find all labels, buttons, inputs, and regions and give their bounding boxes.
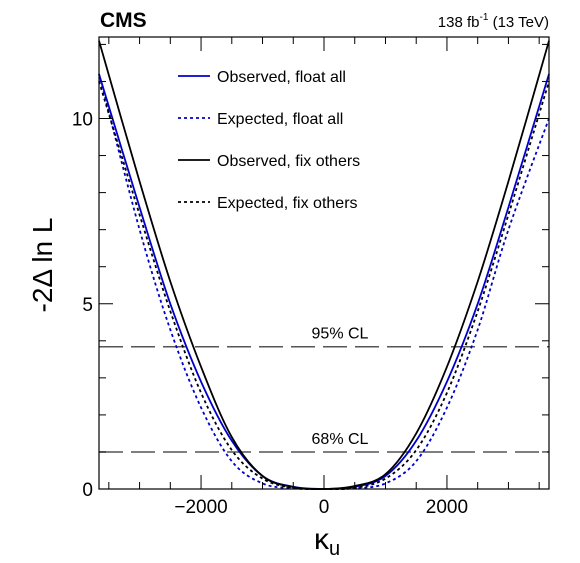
legend-label: Expected, float all (217, 111, 343, 128)
reference-lines: 68% CL 95% CL (99, 326, 549, 453)
likelihood-curves (98, 40, 550, 491)
curve-observed-fix-others (98, 40, 550, 490)
curve-expected-fix-others (98, 81, 550, 491)
y-tick-label: 10 (72, 110, 93, 131)
axis-ticks (99, 37, 549, 490)
axis-tick-labels: −2000 0 2000 0 5 10 (72, 110, 468, 518)
x-tick-label: 2000 (426, 497, 468, 518)
x-tick-label: 0 (319, 497, 330, 518)
x-axis-symbol: κ (314, 523, 330, 556)
luminosity-label: 138 fb-1 (13 TeV) (438, 12, 549, 31)
curve-observed-float-all (98, 73, 550, 490)
x-axis-subscript: u (329, 538, 340, 560)
plot-frame (98, 36, 550, 490)
legend-label: Observed, fix others (217, 153, 360, 170)
legend-label: Observed, float all (217, 69, 346, 86)
lumi-exponent: -1 (480, 12, 489, 23)
lumi-value: 138 fb (438, 14, 480, 31)
x-axis-title: κu (314, 523, 340, 560)
legend: Observed, float all Expected, float all Ob… (178, 69, 360, 212)
y-axis-title: -2Δ ln L (27, 218, 58, 313)
x-tick-label: −2000 (174, 497, 227, 518)
legend-label: Expected, fix others (217, 195, 358, 212)
cl-label-95-cl: 95% CL (312, 326, 369, 343)
lumi-energy: (13 TeV) (488, 14, 549, 31)
y-tick-label: 0 (82, 480, 93, 501)
cl-label-68-cl: 68% CL (312, 431, 369, 448)
y-tick-label: 5 (82, 295, 93, 316)
cms-label: CMS (100, 9, 147, 32)
curve-expected-float-all (98, 73, 550, 490)
